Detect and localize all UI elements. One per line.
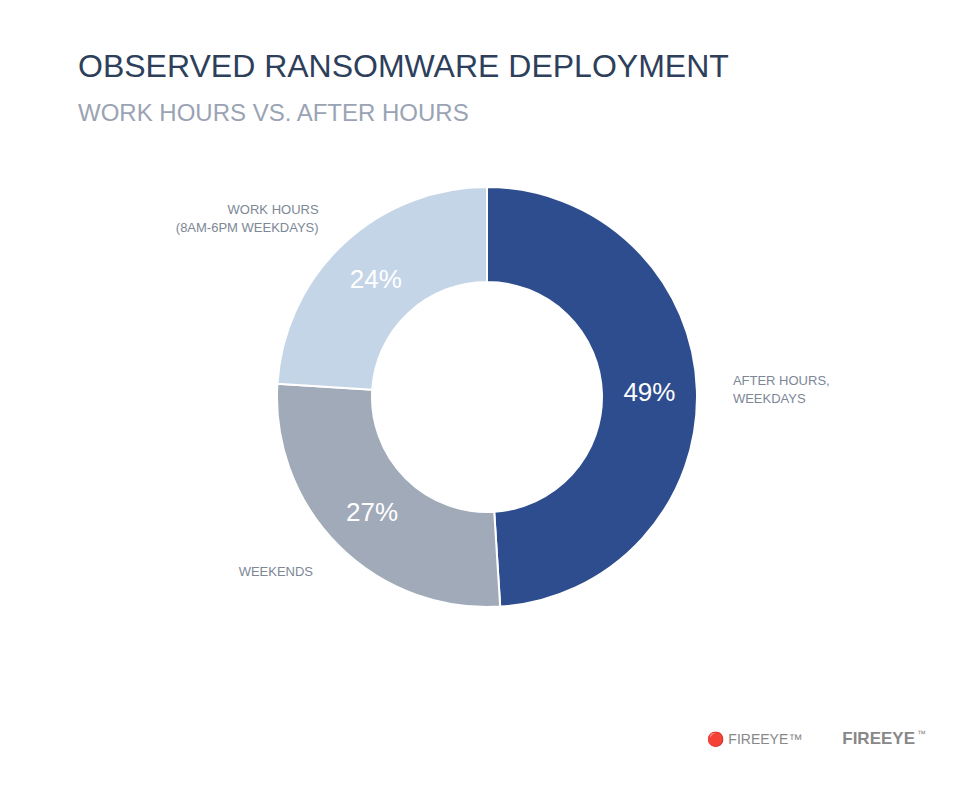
html-text:🔴 FIREEYE™: 🔴 FIREEYE™	[707, 731, 803, 747]
svg-text:24%: 24%	[350, 264, 402, 294]
svg-text:WORK HOURS(8AM-6PM WEEKDAYS): WORK HOURS(8AM-6PM WEEKDAYS)	[176, 201, 319, 234]
svg-text:49%: 49%	[623, 377, 675, 407]
svg-text:AFTER HOURS,WEEKDAYS: AFTER HOURS,WEEKDAYS	[733, 373, 830, 406]
html-text:FIREEYE™: FIREEYE™	[842, 729, 926, 748]
svg-text:WEEKENDS: WEEKENDS	[239, 563, 314, 578]
svg-text:27%: 27%	[346, 497, 398, 527]
html-text:OBSERVED RANSOMWARE DEPLOYMENT: OBSERVED RANSOMWARE DEPLOYMENT	[78, 48, 729, 84]
html-text:WORK HOURS VS. AFTER HOURS: WORK HOURS VS. AFTER HOURS	[78, 99, 469, 126]
